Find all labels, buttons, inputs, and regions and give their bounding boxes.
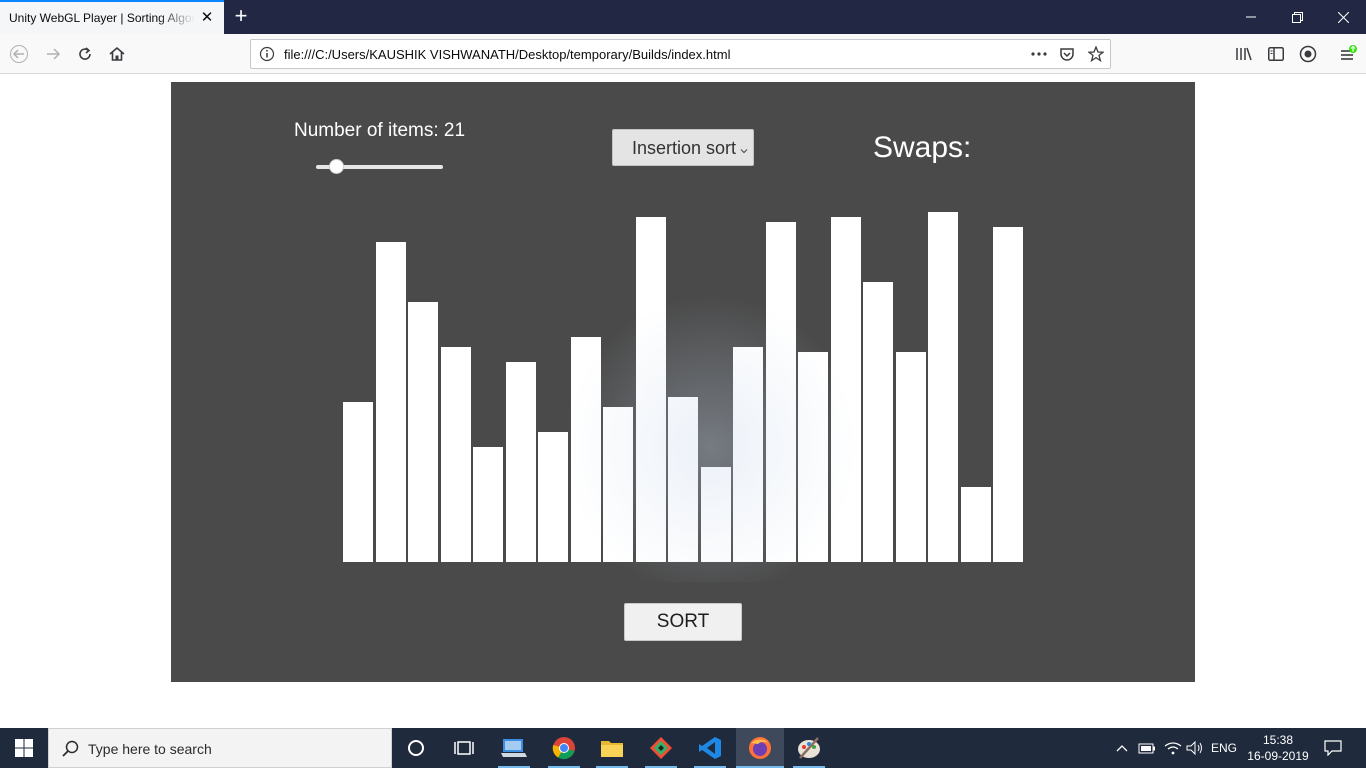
gitkraken-icon[interactable] <box>637 728 685 768</box>
browser-tab[interactable]: Unity WebGL Player | Sorting Algori ✕ <box>0 0 224 34</box>
windows-taskbar: Type here to search ENG 15:38 1 <box>0 728 1366 768</box>
sort-bar <box>765 222 796 562</box>
browser-navbar: file:///C:/Users/KAUSHIK VISHWANATH/Desk… <box>0 34 1366 74</box>
minimize-icon[interactable] <box>1228 0 1274 34</box>
sort-bar <box>895 352 926 562</box>
sort-bar <box>440 347 471 562</box>
unity-canvas[interactable]: Number of items: 21 Insertion sort Swaps… <box>171 82 1195 682</box>
items-count-label: Number of items: 21 <box>294 120 466 141</box>
system-clock[interactable]: 15:38 16-09-2019 <box>1240 732 1316 764</box>
cortana-icon[interactable] <box>392 728 440 768</box>
slider-track[interactable] <box>316 165 443 169</box>
sort-bar <box>375 242 406 562</box>
algorithm-dropdown[interactable]: Insertion sort <box>612 129 754 166</box>
file-explorer-icon[interactable] <box>588 728 636 768</box>
sort-bar <box>830 217 861 562</box>
sort-button[interactable]: SORT <box>624 603 742 641</box>
task-view-icon[interactable] <box>440 728 488 768</box>
bookmark-star-icon[interactable] <box>1087 45 1105 63</box>
menu-icon[interactable] <box>1334 40 1362 68</box>
sort-bar <box>668 397 698 562</box>
sidebar-toggle-icon[interactable] <box>1262 40 1290 68</box>
forward-icon[interactable] <box>39 40 67 68</box>
sort-bar <box>733 347 763 562</box>
slider-handle[interactable] <box>329 159 345 174</box>
dropdown-selected-label: Insertion sort <box>632 138 737 158</box>
swaps-label: Swaps: <box>873 131 972 164</box>
new-tab-icon[interactable]: + <box>234 3 248 28</box>
clock-time: 15:38 <box>1262 733 1294 747</box>
chevron-down-icon <box>740 142 748 154</box>
chrome-icon[interactable] <box>540 728 588 768</box>
vscode-icon[interactable] <box>686 728 734 768</box>
firefox-icon[interactable] <box>736 728 784 768</box>
battery-icon[interactable] <box>1136 728 1158 768</box>
url-text[interactable]: file:///C:/Users/KAUSHIK VISHWANATH/Desk… <box>284 47 731 62</box>
back-icon[interactable] <box>5 40 33 68</box>
search-icon <box>61 740 79 763</box>
sort-bar <box>603 407 633 562</box>
sort-bar <box>863 282 893 562</box>
page-actions-icon[interactable] <box>1030 45 1048 63</box>
tab-close-icon[interactable]: ✕ <box>200 9 214 26</box>
windows-start-icon[interactable] <box>0 728 48 768</box>
sort-bar <box>538 432 568 562</box>
sort-bar <box>960 487 991 562</box>
sort-bar <box>408 302 438 562</box>
browser-titlebar: Unity WebGL Player | Sorting Algori ✕ + <box>0 0 1366 34</box>
reload-icon[interactable] <box>71 40 99 68</box>
url-bar[interactable]: file:///C:/Users/KAUSHIK VISHWANATH/Desk… <box>250 39 1111 69</box>
taskbar-search-box[interactable]: Type here to search <box>48 728 392 768</box>
bar-chart <box>171 82 1195 682</box>
site-info-icon[interactable] <box>259 46 275 62</box>
sort-bar <box>928 212 958 562</box>
tab-title: Unity WebGL Player | Sorting Algori <box>9 11 195 25</box>
notifications-icon[interactable] <box>1318 728 1348 768</box>
wifi-icon[interactable] <box>1162 728 1184 768</box>
sort-bar <box>798 352 828 562</box>
close-window-icon[interactable] <box>1320 0 1366 34</box>
volume-icon[interactable] <box>1184 728 1206 768</box>
desktop-app-icon[interactable] <box>490 728 538 768</box>
language-indicator[interactable]: ENG <box>1208 728 1240 768</box>
pocket-icon[interactable] <box>1058 45 1076 63</box>
language-text: ENG <box>1210 741 1237 755</box>
sort-bar <box>635 217 666 562</box>
sort-bar <box>700 467 731 562</box>
items-slider[interactable] <box>316 159 443 175</box>
sort-bar <box>343 402 373 562</box>
show-hidden-icons-icon[interactable] <box>1112 728 1132 768</box>
sort-bar <box>473 447 503 562</box>
paint-icon[interactable] <box>785 728 833 768</box>
search-placeholder: Type here to search <box>88 741 212 757</box>
sort-bar <box>993 227 1023 562</box>
sort-bar <box>570 337 601 562</box>
home-icon[interactable] <box>103 40 131 68</box>
restore-icon[interactable] <box>1274 0 1320 34</box>
clock-date: 16-09-2019 <box>1247 749 1309 763</box>
sort-bar <box>505 362 536 562</box>
library-icon[interactable] <box>1230 40 1258 68</box>
account-icon[interactable] <box>1294 40 1322 68</box>
